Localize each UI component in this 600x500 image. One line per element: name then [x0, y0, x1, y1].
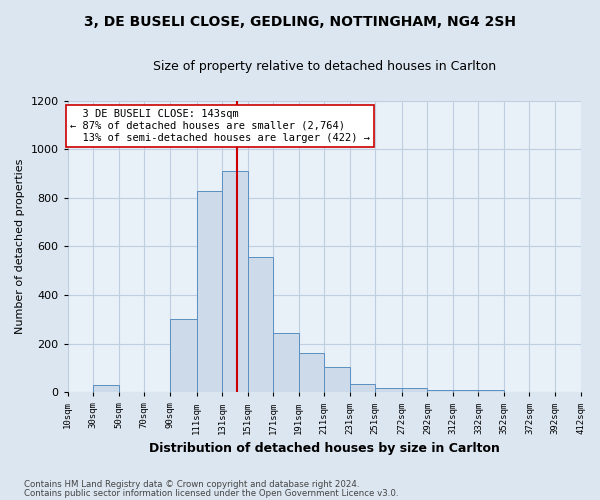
- Text: 3, DE BUSELI CLOSE, GEDLING, NOTTINGHAM, NG4 2SH: 3, DE BUSELI CLOSE, GEDLING, NOTTINGHAM,…: [84, 15, 516, 29]
- Y-axis label: Number of detached properties: Number of detached properties: [15, 159, 25, 334]
- Bar: [478, 390, 504, 392]
- Bar: [197, 190, 222, 392]
- Bar: [324, 367, 350, 392]
- Bar: [299, 354, 324, 393]
- Bar: [402, 388, 427, 392]
- Text: Contains HM Land Registry data © Crown copyright and database right 2024.: Contains HM Land Registry data © Crown c…: [24, 480, 359, 489]
- Text: 3 DE BUSELI CLOSE: 143sqm  
← 87% of detached houses are smaller (2,764)
  13% o: 3 DE BUSELI CLOSE: 143sqm ← 87% of detac…: [70, 110, 370, 142]
- Bar: [248, 258, 273, 392]
- Bar: [93, 385, 119, 392]
- Bar: [222, 171, 248, 392]
- Text: Contains public sector information licensed under the Open Government Licence v3: Contains public sector information licen…: [24, 490, 398, 498]
- Bar: [375, 388, 402, 392]
- Bar: [170, 320, 197, 392]
- X-axis label: Distribution of detached houses by size in Carlton: Distribution of detached houses by size …: [149, 442, 500, 455]
- Bar: [453, 390, 478, 392]
- Bar: [350, 384, 375, 392]
- Bar: [273, 333, 299, 392]
- Title: Size of property relative to detached houses in Carlton: Size of property relative to detached ho…: [152, 60, 496, 73]
- Bar: [427, 390, 453, 392]
